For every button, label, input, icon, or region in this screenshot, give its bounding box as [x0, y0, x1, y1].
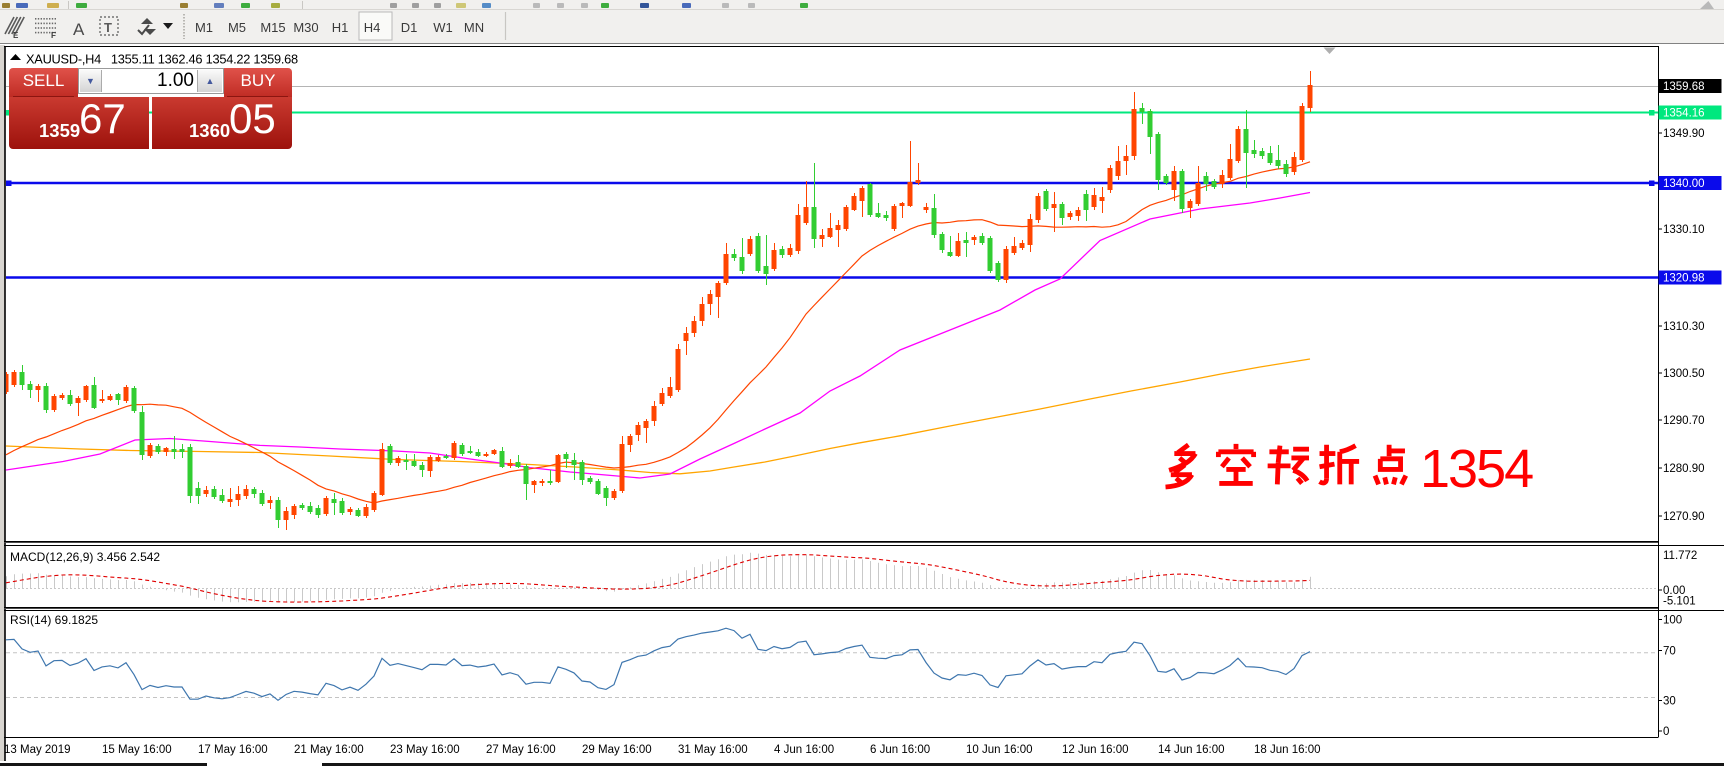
svg-text:30: 30: [1663, 696, 1676, 708]
svg-text:1354: 1354: [1420, 439, 1533, 499]
svg-text:F: F: [51, 31, 56, 40]
svg-text:1300.50: 1300.50: [1663, 368, 1705, 380]
svg-text:1310.30: 1310.30: [1663, 321, 1705, 333]
svg-text:W1: W1: [433, 20, 453, 35]
svg-text:M1: M1: [195, 20, 213, 35]
svg-text:1280.90: 1280.90: [1663, 463, 1705, 475]
svg-text:31 May 16:00: 31 May 16:00: [678, 744, 748, 756]
svg-text:H4: H4: [364, 20, 381, 35]
svg-text:A: A: [73, 20, 85, 39]
svg-text:13 May 2019: 13 May 2019: [4, 744, 71, 756]
svg-text:15 May 16:00: 15 May 16:00: [102, 744, 172, 756]
svg-text:1320.98: 1320.98: [1663, 273, 1705, 285]
svg-text:M30: M30: [293, 20, 318, 35]
svg-text:RSI(14) 69.1825: RSI(14) 69.1825: [10, 613, 98, 627]
svg-text:1270.90: 1270.90: [1663, 511, 1705, 523]
svg-text:1330.10: 1330.10: [1663, 224, 1705, 236]
svg-text:D1: D1: [401, 20, 418, 35]
svg-text:XAUUSD-,H4 1355.11 1362.46 1: XAUUSD-,H4 1355.11 1362.46 1354.22 1359.…: [26, 52, 298, 67]
svg-text:23 May 16:00: 23 May 16:00: [390, 744, 460, 756]
svg-text:T: T: [104, 20, 112, 35]
svg-text:1290.70: 1290.70: [1663, 415, 1705, 427]
svg-text:27 May 16:00: 27 May 16:00: [486, 744, 556, 756]
svg-text:M5: M5: [228, 20, 246, 35]
svg-text:70: 70: [1663, 646, 1676, 658]
svg-text:MN: MN: [464, 20, 484, 35]
svg-text:1340.00: 1340.00: [1663, 178, 1705, 190]
svg-text:4 Jun 16:00: 4 Jun 16:00: [774, 744, 834, 756]
svg-text:17 May 16:00: 17 May 16:00: [198, 744, 268, 756]
svg-text:21 May 16:00: 21 May 16:00: [294, 744, 364, 756]
svg-text:100: 100: [1663, 615, 1682, 627]
svg-text:0.00: 0.00: [1663, 585, 1685, 597]
svg-text:12 Jun 16:00: 12 Jun 16:00: [1062, 744, 1129, 756]
svg-text:11.772: 11.772: [1663, 550, 1697, 562]
svg-text:10 Jun 16:00: 10 Jun 16:00: [966, 744, 1033, 756]
svg-text:1354.16: 1354.16: [1663, 108, 1705, 120]
svg-text:18 Jun 16:00: 18 Jun 16:00: [1254, 744, 1321, 756]
svg-text:MACD(12,26,9) 3.456 2.542: MACD(12,26,9) 3.456 2.542: [10, 550, 160, 564]
svg-text:6 Jun 16:00: 6 Jun 16:00: [870, 744, 930, 756]
svg-text:14 Jun 16:00: 14 Jun 16:00: [1158, 744, 1225, 756]
svg-text:M15: M15: [260, 20, 285, 35]
svg-text:0: 0: [1663, 726, 1669, 738]
svg-text:1349.90: 1349.90: [1663, 128, 1705, 140]
svg-text:29 May 16:00: 29 May 16:00: [582, 744, 652, 756]
svg-text:H1: H1: [332, 20, 349, 35]
svg-text:1359.68: 1359.68: [1663, 81, 1705, 93]
svg-text:E: E: [13, 31, 19, 40]
svg-text:-5.101: -5.101: [1663, 596, 1696, 608]
